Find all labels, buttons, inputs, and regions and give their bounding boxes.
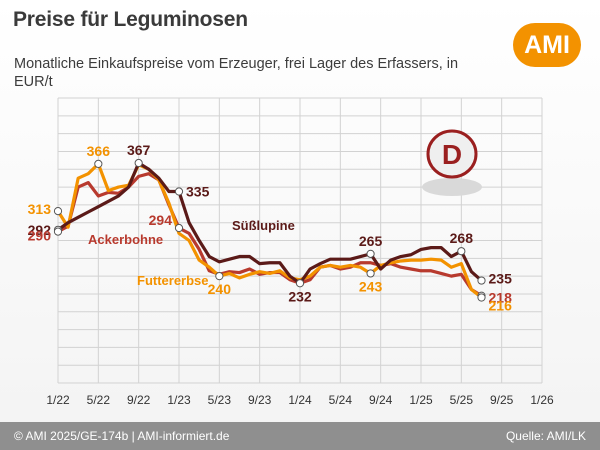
- series-line-süßlupine: [56, 161, 484, 285]
- data-label: 366: [87, 143, 111, 159]
- data-marker: [457, 247, 466, 256]
- data-label: 240: [208, 281, 232, 297]
- data-label: 268: [450, 230, 474, 246]
- x-tick-label: 5/22: [87, 393, 111, 407]
- x-tick-label: 1/23: [167, 393, 191, 407]
- x-tick-label: 9/25: [490, 393, 514, 407]
- data-label: 235: [489, 271, 513, 287]
- data-marker: [366, 249, 375, 258]
- x-tick-label: 1/24: [288, 393, 312, 407]
- x-tick-label: 9/23: [248, 393, 272, 407]
- data-marker: [174, 223, 184, 233]
- data-label: 294: [149, 212, 173, 228]
- data-label: 232: [288, 288, 312, 304]
- data-marker: [366, 269, 375, 278]
- data-label: 313: [28, 201, 52, 217]
- data-marker: [174, 187, 184, 196]
- footer-source: Quelle: AMI/LK: [505, 429, 586, 443]
- data-label: 216: [489, 298, 513, 314]
- data-marker: [53, 227, 63, 236]
- series-lines: [56, 161, 484, 300]
- data-markers: [53, 158, 486, 302]
- data-label: 335: [186, 184, 210, 200]
- badge-ring: [426, 129, 478, 179]
- data-label: 265: [359, 233, 383, 249]
- data-label: 367: [127, 142, 151, 158]
- data-marker: [134, 158, 143, 168]
- x-tick-label: 5/25: [450, 393, 474, 407]
- line-chart: 1/22 5/22 9/22 1/23 5/23 9/23 1/24 5/24 9/24 1/25…: [28, 97, 554, 407]
- x-tick-label: 9/22: [127, 393, 151, 407]
- series-name-label: Ackerbohne: [88, 232, 163, 247]
- x-tick-label: 1/22: [46, 393, 70, 407]
- chart-subtitle: Monatliche Einkaufspreise vom Erzeuger, …: [14, 56, 459, 90]
- ami-logo-text: AMI: [524, 31, 570, 59]
- x-tick-label: 9/24: [369, 393, 393, 407]
- x-tick-label: 5/23: [208, 393, 232, 407]
- footer-copyright: © AMI 2025/GE-174b | AMI-informiert.de: [14, 429, 230, 443]
- data-marker: [295, 279, 305, 288]
- data-marker: [477, 276, 486, 285]
- data-label: 292: [28, 222, 52, 238]
- data-marker: [53, 207, 63, 216]
- badge-letter: D: [442, 139, 462, 170]
- data-label: 243: [359, 278, 383, 294]
- data-label: 290: [28, 228, 52, 244]
- x-tick-label: 1/26: [530, 393, 554, 407]
- ami-logo: AMI: [513, 23, 581, 67]
- series-name-label: Süßlupine: [232, 218, 295, 233]
- data-marker: [477, 293, 486, 302]
- series-name-label: Futtererbse: [137, 273, 209, 288]
- chart-title: Preise für Leguminosen: [13, 8, 248, 31]
- data-marker: [215, 272, 224, 281]
- x-tick-label: 5/24: [329, 393, 353, 407]
- data-marker: [94, 159, 103, 169]
- country-badge: D: [422, 129, 482, 196]
- data-label: 218: [489, 290, 513, 306]
- footer-bar: © AMI 2025/GE-174b | AMI-informiert.de Q…: [0, 422, 600, 450]
- badge-shadow: [422, 178, 482, 196]
- x-tick-label: 1/25: [409, 393, 433, 407]
- x-axis-tick-labels: 1/22 5/22 9/22 1/23 5/23 9/23 1/24 5/24 9/24 1/25…: [46, 393, 554, 407]
